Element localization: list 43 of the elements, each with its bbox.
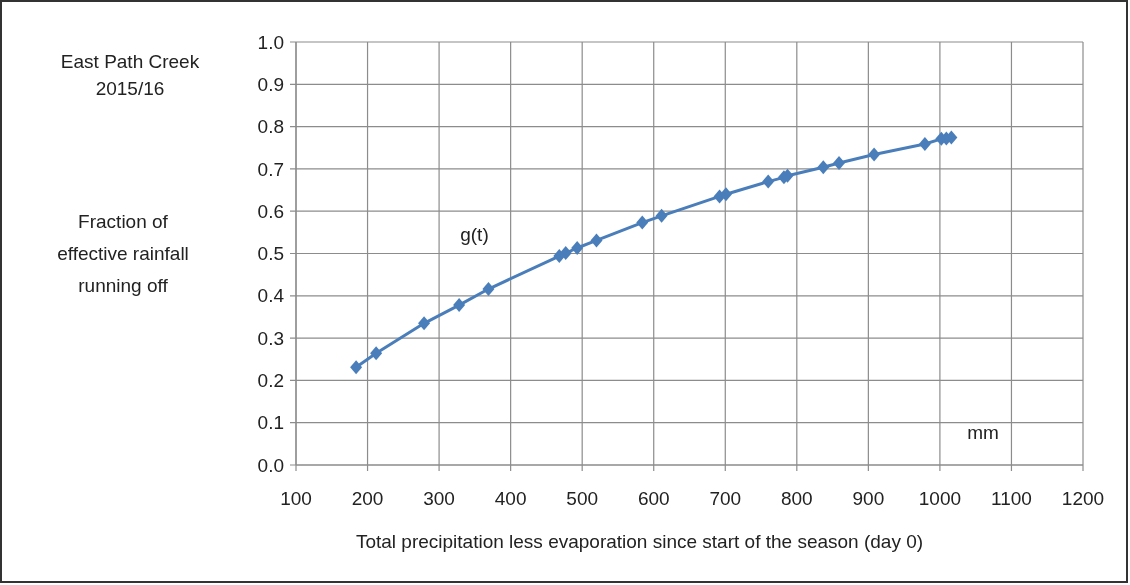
x-tick-label: 400	[494, 488, 527, 509]
y-tick-label: 0.1	[257, 412, 284, 434]
series-label: g(t)	[460, 224, 489, 246]
point	[453, 298, 466, 313]
y-tick-label: 0.4	[257, 285, 285, 307]
x-axis-title: Total precipitation less evaporation since start of the season (day 0)	[355, 531, 924, 552]
x-tick-label: 900	[852, 488, 885, 509]
text: East Path Creek 2015/16	[60, 51, 200, 99]
y-tick-label: 0.0	[257, 454, 284, 476]
y-tick-label: 0.9	[257, 73, 284, 95]
y-tick-label: 0.8	[257, 116, 284, 138]
y-tick-label: 0.7	[257, 158, 284, 180]
x-tick-label: 1100	[991, 488, 1032, 509]
x-tick-label: 700	[709, 488, 742, 509]
y-tick-label: 0.6	[257, 200, 284, 222]
x-tick-label: 1000	[918, 488, 962, 509]
point	[350, 360, 363, 375]
point	[762, 174, 775, 189]
point	[590, 233, 603, 248]
x-tick-label: 200	[351, 488, 384, 509]
point	[918, 136, 931, 151]
x-tick-label: 500	[566, 488, 599, 509]
point	[636, 215, 649, 230]
y-tick-label: 0.2	[257, 370, 284, 392]
y-tick-label: 0.3	[257, 327, 284, 349]
x-tick-label: 600	[637, 488, 670, 509]
point	[571, 241, 584, 255]
point	[370, 346, 383, 361]
point	[817, 160, 830, 175]
x-tick-label: 1200	[1061, 488, 1105, 509]
annotation: mm	[967, 422, 999, 443]
y-tick-label: 0.5	[257, 243, 284, 265]
y-axis-title: Fraction of effective rainfall running off	[57, 211, 189, 296]
point	[418, 316, 431, 331]
y-tick-label: 1.0	[257, 31, 284, 53]
x-tick-label: 100	[280, 488, 312, 509]
x-tick-label: 300	[423, 488, 455, 509]
point	[868, 147, 881, 162]
point	[559, 246, 572, 261]
point	[655, 208, 668, 223]
point	[482, 282, 495, 297]
x-tick-label: 800	[780, 488, 813, 509]
point	[833, 155, 846, 170]
